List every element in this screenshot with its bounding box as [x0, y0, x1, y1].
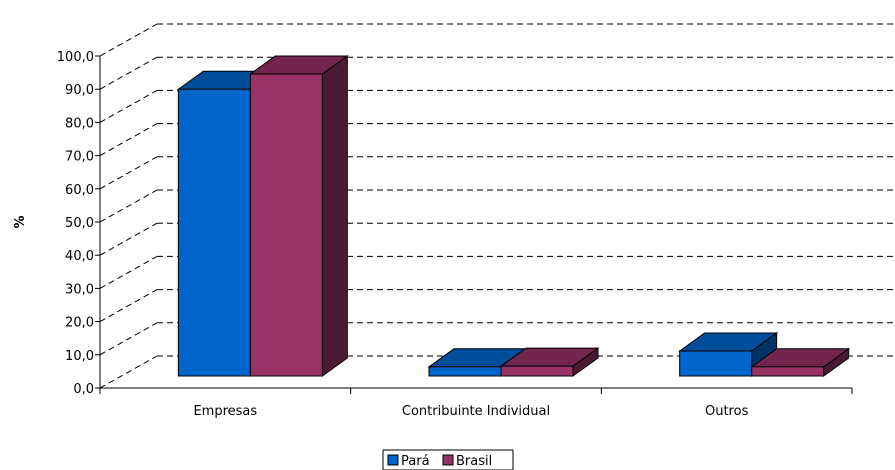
gridline-diagonal — [99, 322, 158, 356]
bar-front — [500, 365, 574, 377]
bar-front — [177, 88, 251, 377]
gridline-diagonal — [99, 89, 158, 123]
y-tick-label: 100,0 — [57, 50, 94, 65]
gridline-diagonal — [99, 23, 158, 57]
legend: Pará Brasil — [382, 449, 514, 470]
y-tick-label: 50,0 — [65, 216, 94, 231]
x-tick-label: Outros — [705, 404, 749, 419]
y-tick-label: 60,0 — [65, 183, 94, 198]
bar-front — [679, 350, 753, 377]
gridline-diagonal — [99, 222, 158, 256]
bar-front — [751, 366, 825, 377]
bar-brasil-empresas — [248, 55, 349, 377]
bar-brasil-contribuinte-individual — [499, 347, 600, 377]
gridline-diagonal — [99, 289, 158, 323]
legend-label-para: Pará — [401, 454, 430, 469]
bars — [176, 55, 851, 377]
gridline-diagonal — [99, 355, 158, 389]
gridline-diagonal — [99, 156, 158, 190]
bar-brasil-outros — [750, 347, 851, 377]
y-tick-label: 80,0 — [65, 116, 94, 131]
legend-label-brasil: Brasil — [456, 454, 492, 469]
gridline-diagonal — [99, 255, 158, 289]
y-tick-label: 70,0 — [65, 150, 94, 165]
axes — [95, 55, 853, 394]
labels: 0,0 10,0 20,0 30,0 40,0 50,0 60,0 70,0 80,0 90,0 1… — [13, 50, 749, 419]
gridline-diagonal — [99, 123, 158, 157]
gridline-diagonal — [99, 189, 158, 223]
legend-swatch-brasil — [442, 454, 454, 466]
y-tick-label: 10,0 — [65, 349, 94, 364]
y-tick-label: 40,0 — [65, 249, 94, 264]
gridline-diagonal — [99, 56, 158, 90]
bar-front — [428, 366, 502, 377]
y-tick-label: 30,0 — [65, 282, 94, 297]
bar-front — [249, 73, 323, 377]
y-axis-label: % — [13, 215, 28, 228]
legend-swatch-para — [387, 454, 399, 466]
y-tick-label: 90,0 — [65, 83, 94, 98]
y-tick-label: 20,0 — [65, 316, 94, 331]
bar-side — [321, 55, 348, 377]
x-tick-label: Empresas — [193, 404, 257, 419]
y-tick-label: 0,0 — [73, 382, 94, 397]
x-tick-label: Contribuinte Individual — [402, 404, 550, 419]
